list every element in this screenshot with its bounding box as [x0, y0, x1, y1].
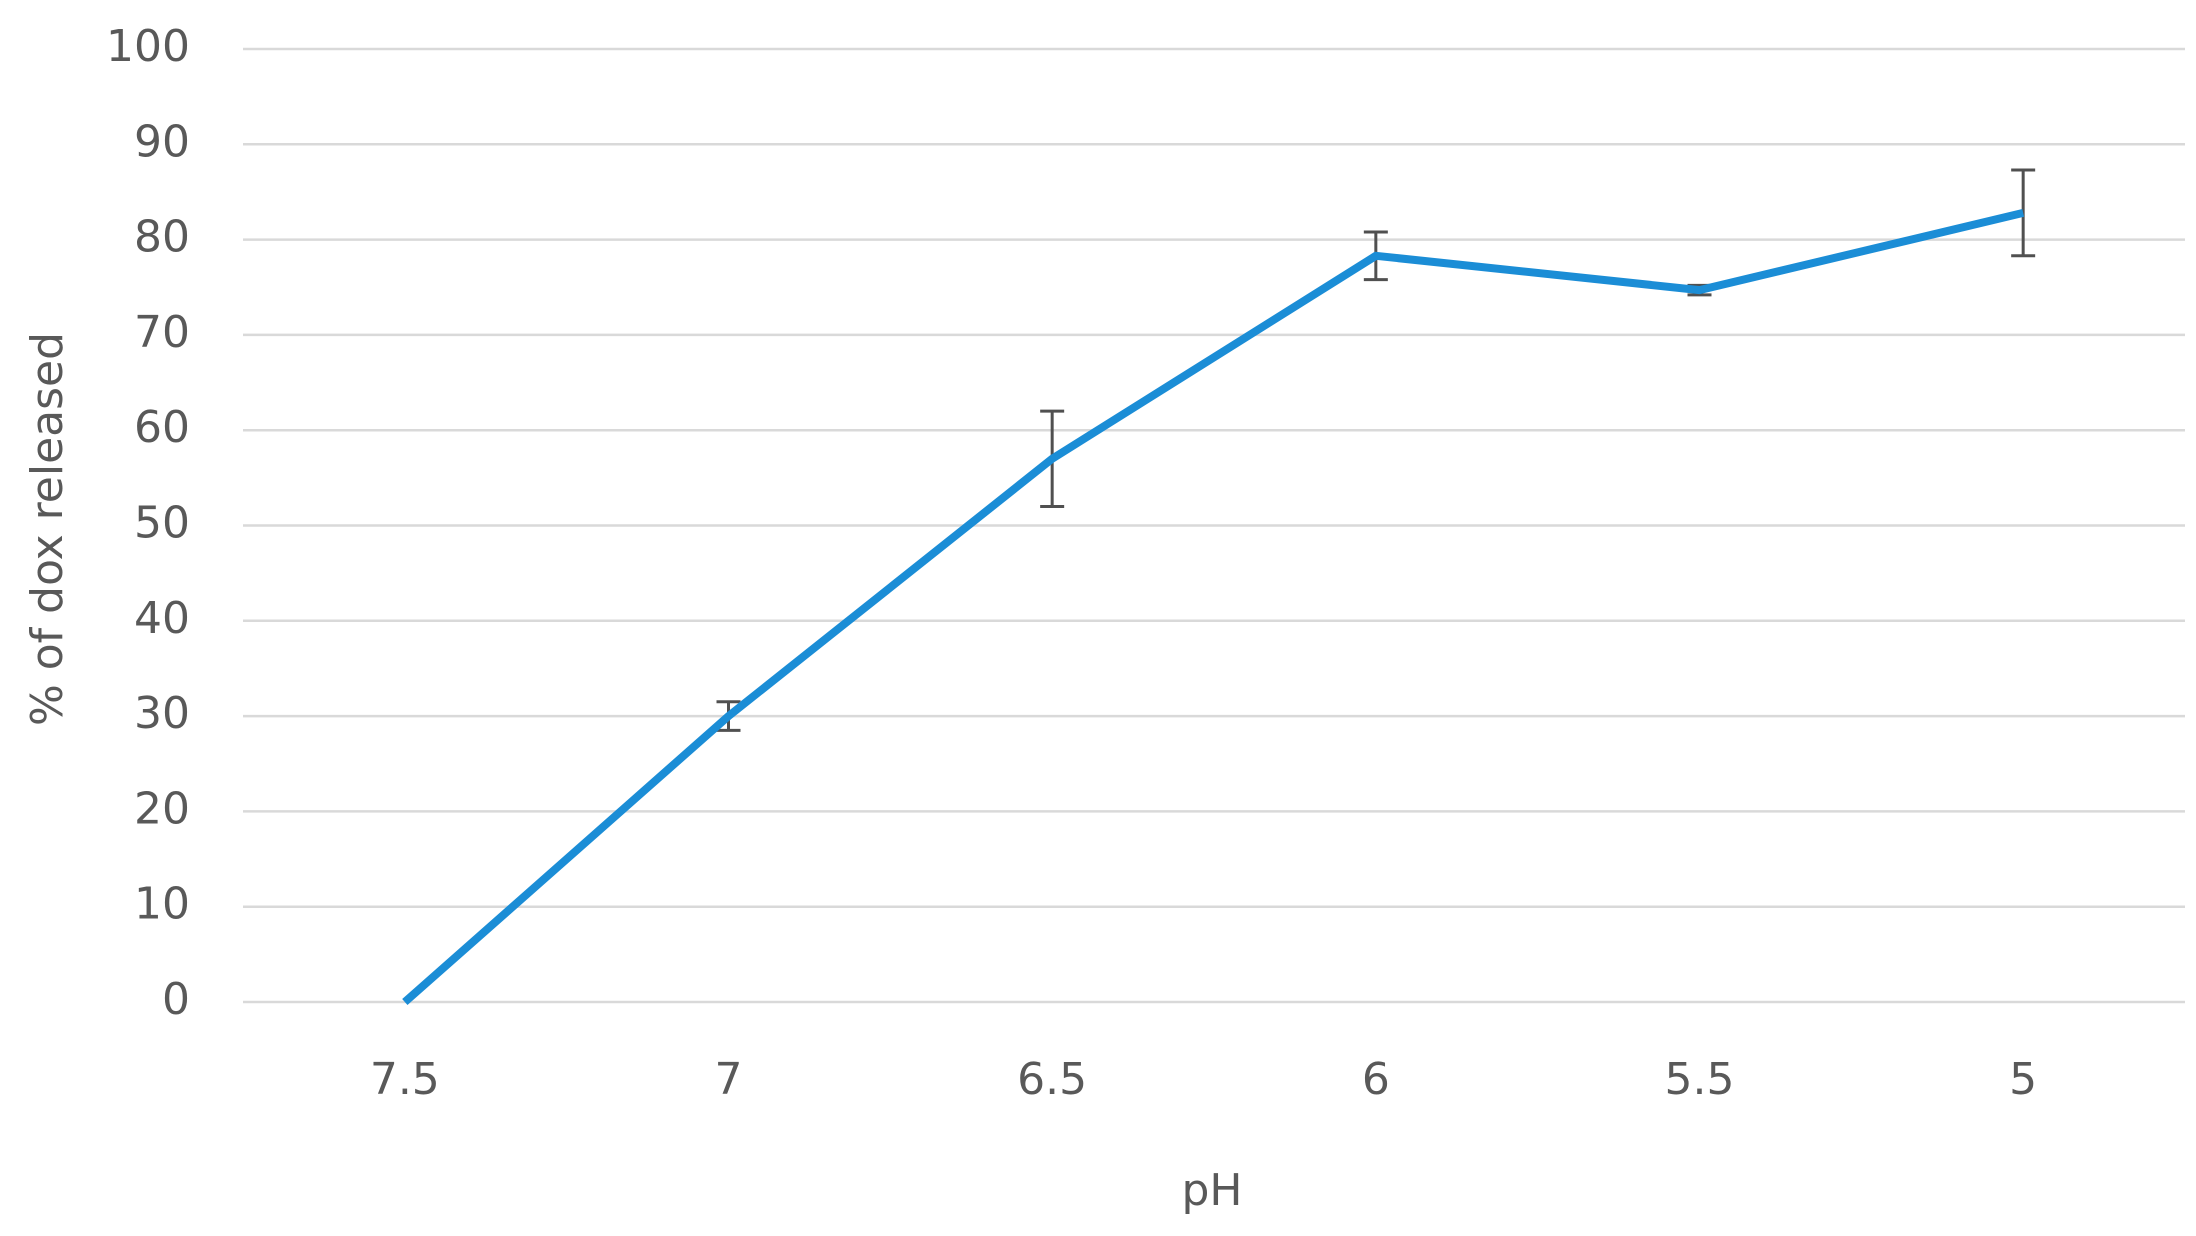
y-tick-label: 80 [134, 212, 190, 263]
y-tick-label: 0 [162, 974, 190, 1025]
x-tick-label: 5 [2009, 1054, 2037, 1105]
x-tick-label: 6.5 [1017, 1054, 1087, 1105]
y-axis-title: % of dox released [22, 332, 73, 726]
data-line [402, 209, 2025, 1005]
x-tick-label: 7 [715, 1054, 743, 1105]
y-tick-label: 50 [134, 498, 190, 549]
y-tick-label: 10 [134, 879, 190, 930]
x-tick-label: 7.5 [370, 1054, 440, 1105]
x-axis-title: pH [1181, 1165, 1242, 1216]
error-bar [2011, 168, 2036, 258]
y-tick-label: 40 [134, 593, 190, 644]
y-tick-label: 70 [134, 307, 190, 358]
y-tick-label: 100 [106, 21, 190, 72]
x-tick-label: 6 [1362, 1054, 1390, 1105]
y-tick-label: 20 [134, 783, 190, 834]
y-tick-label: 30 [134, 688, 190, 739]
x-tick-label: 5.5 [1665, 1054, 1735, 1105]
y-tick-label: 90 [134, 116, 190, 167]
y-tick-label: 60 [134, 402, 190, 453]
